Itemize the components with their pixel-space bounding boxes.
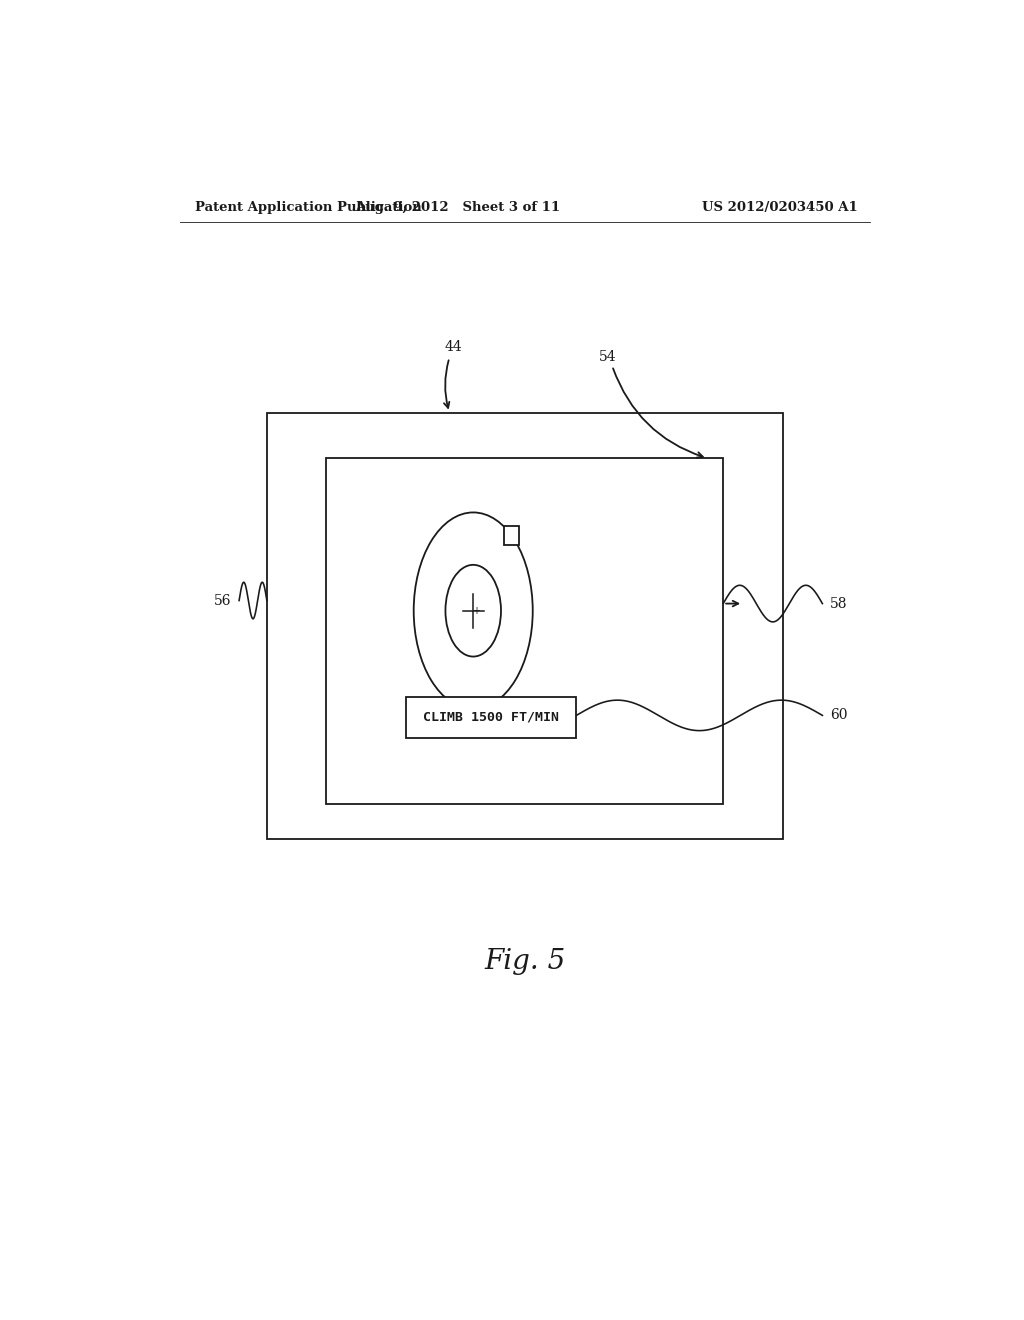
Text: US 2012/0203450 A1: US 2012/0203450 A1 <box>702 201 858 214</box>
Text: 58: 58 <box>830 597 848 611</box>
Bar <box>406 697 577 738</box>
Text: 60: 60 <box>830 709 848 722</box>
Text: 54: 54 <box>599 350 616 364</box>
Text: 44: 44 <box>444 339 462 354</box>
Text: +: + <box>472 606 480 615</box>
Bar <box>327 458 723 804</box>
Text: CLIMB 1500 FT/MIN: CLIMB 1500 FT/MIN <box>423 711 559 723</box>
Bar <box>267 413 782 840</box>
Text: Fig. 5: Fig. 5 <box>484 948 565 975</box>
Text: Patent Application Publication: Patent Application Publication <box>196 201 422 214</box>
Text: 56: 56 <box>214 594 231 607</box>
Text: Aug. 9, 2012   Sheet 3 of 11: Aug. 9, 2012 Sheet 3 of 11 <box>354 201 560 214</box>
